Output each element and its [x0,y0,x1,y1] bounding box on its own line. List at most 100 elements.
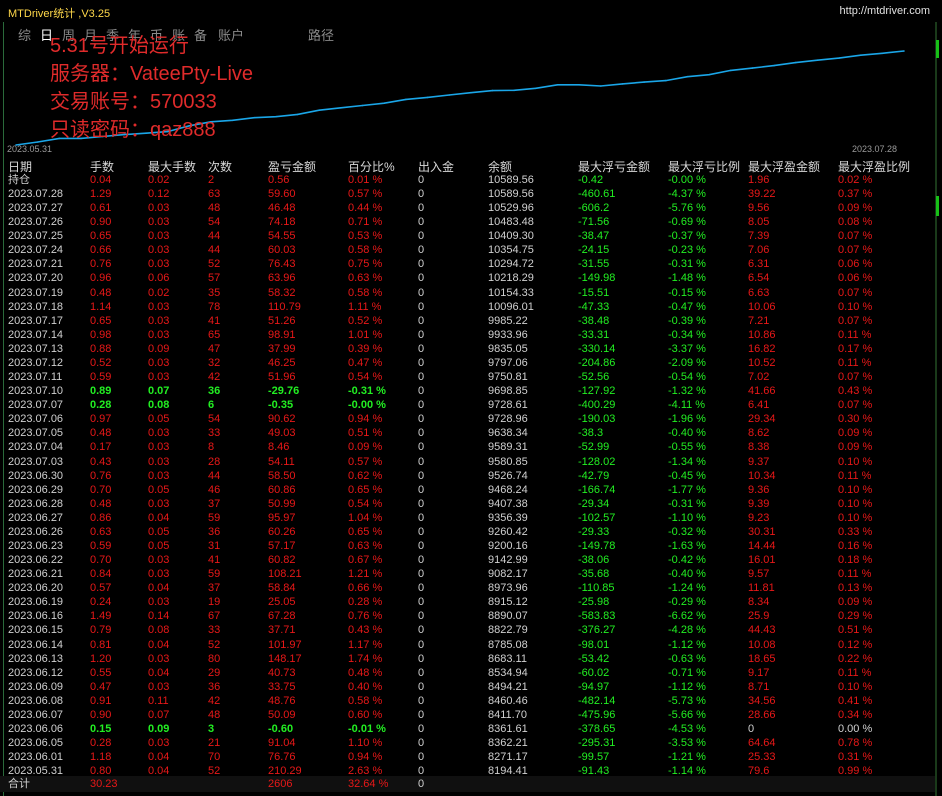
cell-balance: 8271.17 [488,751,528,764]
table-row[interactable]: 2023.07.17 0.65 0.03 41 51.26 0.52 % 0 9985.22 -… [0,314,935,328]
table-row[interactable]: 2023.05.31 0.80 0.04 52 210.29 2.63 % 0 8194.41… [0,764,935,778]
table-row[interactable]: 2023.07.24 0.66 0.03 44 60.03 0.58 % 0 10354.75… [0,243,935,257]
table-row[interactable]: 2023.07.20 0.96 0.06 57 63.96 0.63 % 0 10218.29… [0,271,935,285]
table-row[interactable]: 2023.06.12 0.55 0.04 29 40.73 0.48 % 0 8534.94 -… [0,666,935,680]
table-row[interactable]: 2023.06.07 0.90 0.07 48 50.09 0.60 % 0 8411.70 -… [0,708,935,722]
tab-currency[interactable]: 币 [150,28,164,43]
cell-lots: 0.63 [90,525,112,538]
header-max-float-profit-pct[interactable]: 最大浮盈比例 [838,160,911,174]
tab-day[interactable]: 日 [40,28,54,43]
balance-point [123,133,126,136]
tab-week[interactable]: 周 [62,28,76,43]
table-row[interactable]: 2023.07.21 0.76 0.03 52 76.43 0.75 % 0 10294.72… [0,257,935,271]
table-row[interactable]: 2023.06.26 0.63 0.05 36 60.26 0.65 % 0 9260.42 -… [0,525,935,539]
balance-point [210,121,212,123]
table-row[interactable]: 2023.06.23 0.59 0.05 31 57.17 0.63 % 0 9200.16 -… [0,539,935,553]
table-row[interactable]: 2023.07.19 0.48 0.02 35 58.32 0.58 % 0 10154.33… [0,286,935,300]
table-row[interactable]: 2023.07.27 0.61 0.03 48 46.48 0.44 % 0 10529.96… [0,201,935,215]
tab-account[interactable]: 账户 [218,28,245,43]
right-scroll-track[interactable] [935,22,937,796]
table-row[interactable]: 2023.06.28 0.48 0.03 37 50.99 0.54 % 0 9407.38 -… [0,497,935,511]
cell-max-lots: 0.03 [148,328,170,341]
table-row[interactable]: 2023.06.30 0.76 0.03 44 58.50 0.62 % 0 9526.74 -… [0,469,935,483]
cell-lots: 0.97 [90,413,112,426]
cell-max-float-profit: 6.41 [748,399,770,412]
table-row[interactable]: 2023.07.06 0.97 0.05 54 90.62 0.94 % 0 9728.96 -… [0,412,935,426]
table-row[interactable]: 2023.06.21 0.84 0.03 59 108.21 1.21 % 0 9082.17… [0,567,935,581]
cell-deposit: 0 [418,708,425,721]
tab-account-short[interactable]: 账 [172,28,186,43]
app-url-link[interactable]: http://mtdriver.com [839,5,930,17]
header-count[interactable]: 次数 [208,160,233,174]
cell-lots: 1.49 [90,610,112,623]
table-row[interactable]: 2023.06.29 0.70 0.05 46 60.86 0.65 % 0 9468.24 -… [0,483,935,497]
cell-percent: 0.60 % [348,708,383,721]
cell-date: 2023.06.09 [8,680,64,693]
table-row[interactable]: 2023.06.22 0.70 0.03 41 60.82 0.67 % 0 9142.99 -… [0,553,935,567]
cell-max-float-loss: -128.02 [578,455,616,468]
table-row[interactable]: 2023.07.26 0.90 0.03 54 74.18 0.71 % 0 10483.48… [0,215,935,229]
tab-quarter[interactable]: 季 [106,28,120,43]
header-percent[interactable]: 百分比% [348,160,395,174]
table-row[interactable]: 2023.06.05 0.28 0.03 21 91.04 1.10 % 0 8362.21 -… [0,736,935,750]
cell-max-float-profit-pct: 0.02 % [838,174,873,186]
balance-point [188,125,191,127]
table-row[interactable]: 2023.06.20 0.57 0.04 37 58.84 0.66 % 0 8973.96 -… [0,581,935,595]
cell-max-float-loss: -149.98 [578,272,616,285]
table-row[interactable]: 2023.06.15 0.79 0.08 33 37.71 0.43 % 0 8822.79 -… [0,623,935,637]
header-pnl[interactable]: 盈亏金额 [268,160,317,174]
cell-max-float-profit: 10.52 [748,356,776,369]
cell-balance: 8494.21 [488,680,528,693]
table-row[interactable]: 2023.06.01 1.18 0.04 70 76.76 0.94 % 0 8271.17 -… [0,750,935,764]
holding-row[interactable]: 持仓 0.04 0.02 2 0.56 0.01 % 0 10589.56 -0.42 -0.00… [0,173,935,187]
cell-percent: 0.53 % [348,230,383,243]
table-row[interactable]: 2023.07.07 0.28 0.08 6 -0.35 -0.00 % 0 9728.61 -… [0,398,935,412]
table-row[interactable]: 2023.07.18 1.14 0.03 78 110.79 1.11 % 0 10096.0… [0,300,935,314]
table-row[interactable]: 2023.06.16 1.49 0.14 67 67.28 0.76 % 0 8890.07 -… [0,609,935,623]
table-row[interactable]: 2023.06.06 0.15 0.09 3 -0.60 -0.01 % 0 8361.61 -… [0,722,935,736]
header-max-lots[interactable]: 最大手数 [148,160,197,174]
cell-lots: 0.48 [90,286,112,299]
tab-path[interactable]: 路径 [308,28,335,43]
table-row[interactable]: 2023.06.19 0.24 0.03 19 25.05 0.28 % 0 8915.12 -… [0,595,935,609]
cell-balance: 9580.85 [488,455,528,468]
table-row[interactable]: 2023.07.11 0.59 0.03 42 51.96 0.54 % 0 9750.81 -… [0,370,935,384]
table-row[interactable]: 2023.06.09 0.47 0.03 36 33.75 0.40 % 0 8494.21 -… [0,680,935,694]
cell-balance: 10154.33 [488,286,534,299]
tab-summary[interactable]: 综 [18,28,32,43]
cell-max-float-profit: 16.01 [748,554,776,567]
cell-max-lots: 0.11 [148,694,169,707]
table-row[interactable]: 2023.07.28 1.29 0.12 63 59.60 0.57 % 0 10589.56… [0,187,935,201]
header-lots[interactable]: 手数 [90,160,115,174]
table-row[interactable]: 2023.06.13 1.20 0.03 80 148.17 1.74 % 0 8683.11… [0,652,935,666]
cell-deposit: 0 [418,328,425,341]
cell-lots: 0.88 [90,342,112,355]
table-row[interactable]: 2023.06.27 0.86 0.04 59 95.97 1.04 % 0 9356.39 -… [0,511,935,525]
cell-max-float-profit-pct: 0.10 % [838,300,873,313]
table-row[interactable]: 2023.07.03 0.43 0.03 28 54.11 0.57 % 0 9580.85 -… [0,455,935,469]
table-row[interactable]: 2023.07.25 0.65 0.03 44 54.55 0.53 % 0 10409.30… [0,229,935,243]
cell-pnl: 37.99 [268,342,296,355]
table-row[interactable]: 2023.07.12 0.52 0.03 32 46.25 0.47 % 0 9797.06 -… [0,356,935,370]
tab-year[interactable]: 年 [128,28,142,43]
cell-max-float-loss-pct: -3.53 % [668,737,706,750]
tab-month[interactable]: 月 [84,28,98,43]
cell-max-float-profit: 11.81 [748,582,775,595]
cell-max-lots: 0.04 [148,666,170,679]
tab-notes[interactable]: 备 [194,28,208,43]
header-max-float-loss-pct[interactable]: 最大浮亏比例 [668,160,741,174]
header-balance[interactable]: 余额 [488,160,513,174]
table-row[interactable]: 2023.07.14 0.98 0.03 65 98.91 1.01 % 0 9933.96 -… [0,328,935,342]
header-date[interactable]: 日期 [8,160,33,174]
table-row[interactable]: 2023.06.08 0.91 0.11 42 48.76 0.58 % 0 8460.46 -… [0,694,935,708]
table-row[interactable]: 2023.07.05 0.48 0.03 33 49.03 0.51 % 0 9638.34 -… [0,426,935,440]
header-deposit[interactable]: 出入金 [418,160,455,174]
cell-date: 2023.07.26 [8,216,64,229]
table-row[interactable]: 2023.06.14 0.81 0.04 52 101.97 1.17 % 0 8785.08… [0,638,935,652]
header-max-float-profit[interactable]: 最大浮盈金额 [748,160,821,174]
table-row[interactable]: 2023.07.10 0.89 0.07 36 -29.76 -0.31 % 0 9698.8… [0,384,935,398]
table-row[interactable]: 2023.07.13 0.88 0.09 47 37.99 0.39 % 0 9835.05 -… [0,342,935,356]
table-row[interactable]: 2023.07.04 0.17 0.03 8 8.46 0.09 % 0 9589.31 -52… [0,440,935,454]
balance-point [794,61,797,64]
header-max-float-loss[interactable]: 最大浮亏金额 [578,160,651,174]
